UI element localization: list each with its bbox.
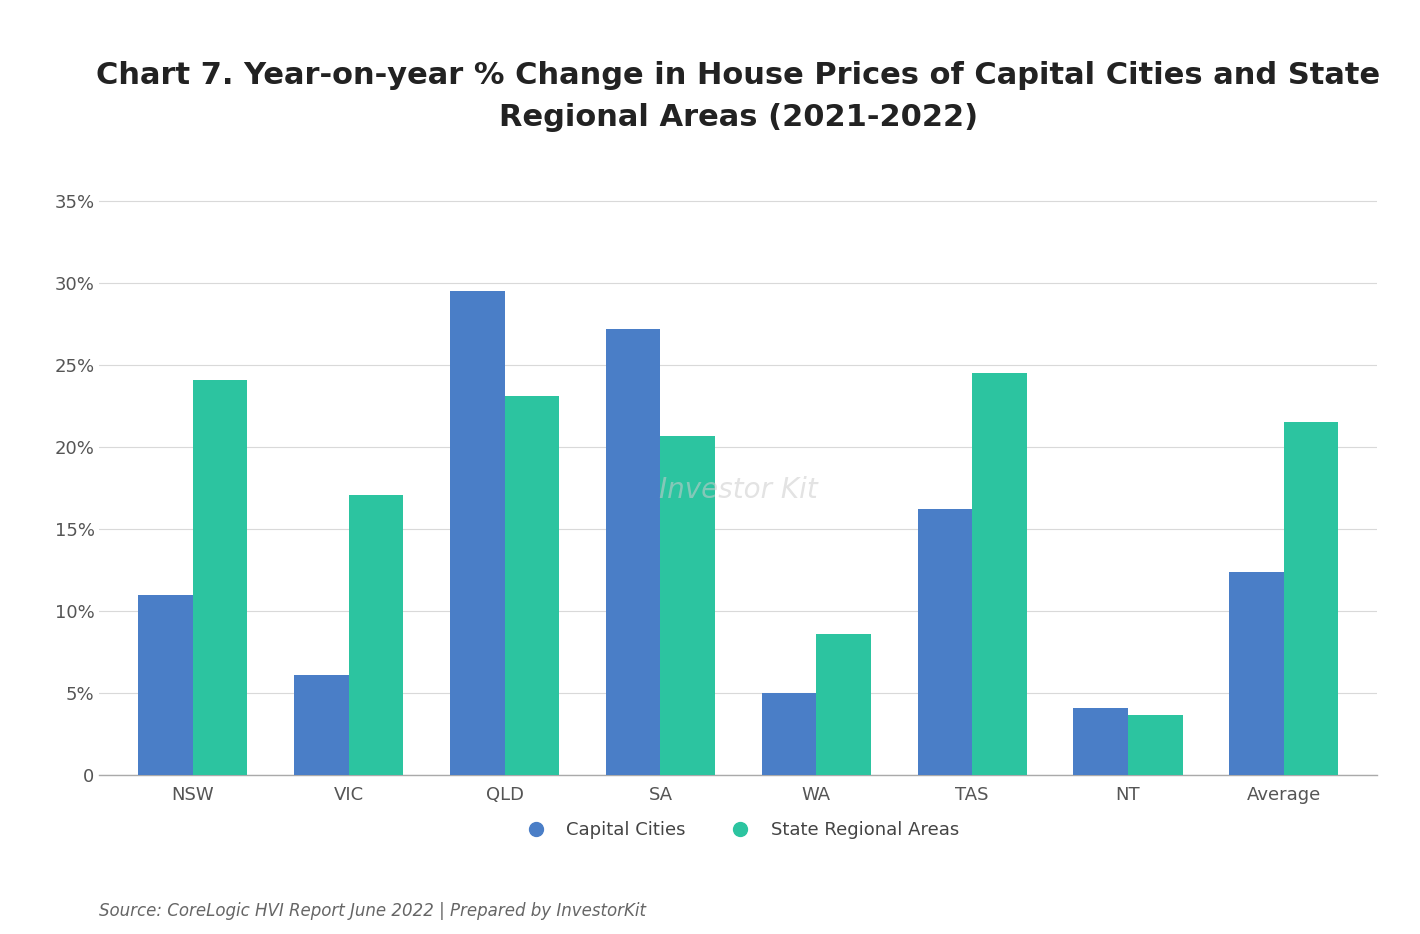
Bar [504,396,559,775]
Bar [917,509,973,775]
Title: Chart 7. Year-on-year % Change in House Prices of Capital Cities and State
Regio: Chart 7. Year-on-year % Change in House … [97,61,1380,133]
Bar [349,495,403,775]
Bar [1230,572,1284,775]
Bar [606,329,660,775]
Bar [660,435,716,775]
Bar [1127,715,1183,775]
Bar [1074,708,1127,775]
Bar [973,374,1027,775]
Bar [816,634,870,775]
Bar [1284,422,1339,775]
Legend: Capital Cities, State Regional Areas: Capital Cities, State Regional Areas [518,821,958,839]
Bar [761,693,816,775]
Bar [294,675,349,775]
Bar [193,380,247,775]
Text: Source: CoreLogic HVI Report June 2022 | Prepared by InvestorKit: Source: CoreLogic HVI Report June 2022 |… [99,902,646,920]
Bar [450,291,504,775]
Text: Investor Kit: Investor Kit [659,476,818,503]
Bar [138,595,193,775]
